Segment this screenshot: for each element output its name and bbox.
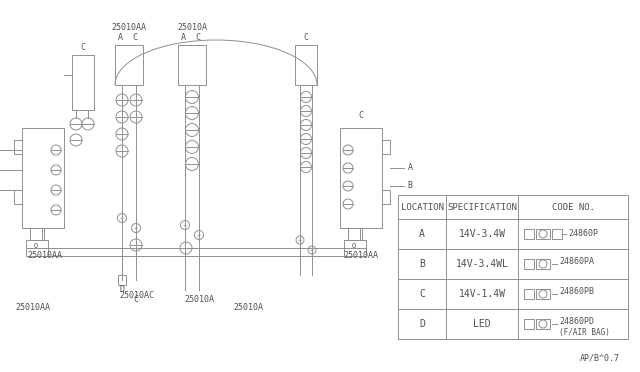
Text: O: O <box>352 243 356 249</box>
Text: C: C <box>419 289 425 299</box>
Text: C: C <box>134 295 138 305</box>
Text: 14V-3.4W: 14V-3.4W <box>458 229 506 239</box>
Text: +: + <box>120 215 124 221</box>
Text: 24860PD: 24860PD <box>559 317 594 326</box>
Bar <box>524 259 534 269</box>
Text: 25010A: 25010A <box>184 295 214 305</box>
Text: B: B <box>419 259 425 269</box>
Bar <box>14 190 22 204</box>
Text: 14V-1.4W: 14V-1.4W <box>458 289 506 299</box>
Text: C: C <box>81 42 86 51</box>
Bar <box>30 228 42 240</box>
Bar <box>536 289 550 299</box>
Bar <box>178 45 206 85</box>
Text: D: D <box>419 319 425 329</box>
Bar <box>524 289 534 299</box>
Text: D: D <box>120 285 125 295</box>
Text: +: + <box>183 222 187 228</box>
Text: 25010A: 25010A <box>177 22 207 32</box>
Text: LOCATION: LOCATION <box>401 202 444 212</box>
Bar <box>26 240 48 256</box>
Text: +: + <box>310 247 314 253</box>
Text: A: A <box>408 164 413 173</box>
Text: AP/B^0.7: AP/B^0.7 <box>580 353 620 362</box>
Text: 25010AA: 25010AA <box>111 22 147 32</box>
Bar <box>344 240 366 256</box>
Bar <box>295 45 317 85</box>
Text: C: C <box>132 32 138 42</box>
Text: 24860P: 24860P <box>568 230 598 238</box>
Bar <box>536 229 550 239</box>
Text: C: C <box>358 112 364 121</box>
Text: 14V-3.4WL: 14V-3.4WL <box>456 259 508 269</box>
Text: CODE NO.: CODE NO. <box>552 202 595 212</box>
Bar <box>115 45 143 85</box>
Bar <box>536 319 550 329</box>
Bar <box>524 229 534 239</box>
Bar <box>524 319 534 329</box>
Text: C: C <box>303 32 308 42</box>
Bar <box>348 228 360 240</box>
Text: 24860PB: 24860PB <box>559 286 594 295</box>
Text: A: A <box>419 229 425 239</box>
Text: +: + <box>197 232 201 238</box>
Bar <box>14 140 22 154</box>
Text: 25010AA: 25010AA <box>344 251 378 260</box>
Text: O: O <box>34 243 38 249</box>
Bar <box>340 128 382 228</box>
Bar <box>382 190 390 204</box>
Text: C: C <box>195 32 200 42</box>
Bar <box>552 229 562 239</box>
Bar <box>118 275 126 285</box>
Text: SPECIFICATION: SPECIFICATION <box>447 202 517 212</box>
Text: 25010AC: 25010AC <box>120 291 154 299</box>
Bar <box>22 128 64 228</box>
Text: B: B <box>408 182 413 190</box>
Text: 25010AA: 25010AA <box>15 304 51 312</box>
Bar <box>536 259 550 269</box>
Text: (F/AIR BAG): (F/AIR BAG) <box>559 327 610 337</box>
Text: 24860PA: 24860PA <box>559 257 594 266</box>
Bar <box>382 140 390 154</box>
Text: 25010A: 25010A <box>233 302 263 311</box>
Bar <box>398 195 628 339</box>
Text: 25010AA: 25010AA <box>28 251 63 260</box>
Text: LED: LED <box>473 319 491 329</box>
Text: A: A <box>180 32 186 42</box>
Text: +: + <box>134 225 138 231</box>
Text: A: A <box>118 32 122 42</box>
Bar <box>72 55 94 110</box>
Text: +: + <box>298 237 302 243</box>
